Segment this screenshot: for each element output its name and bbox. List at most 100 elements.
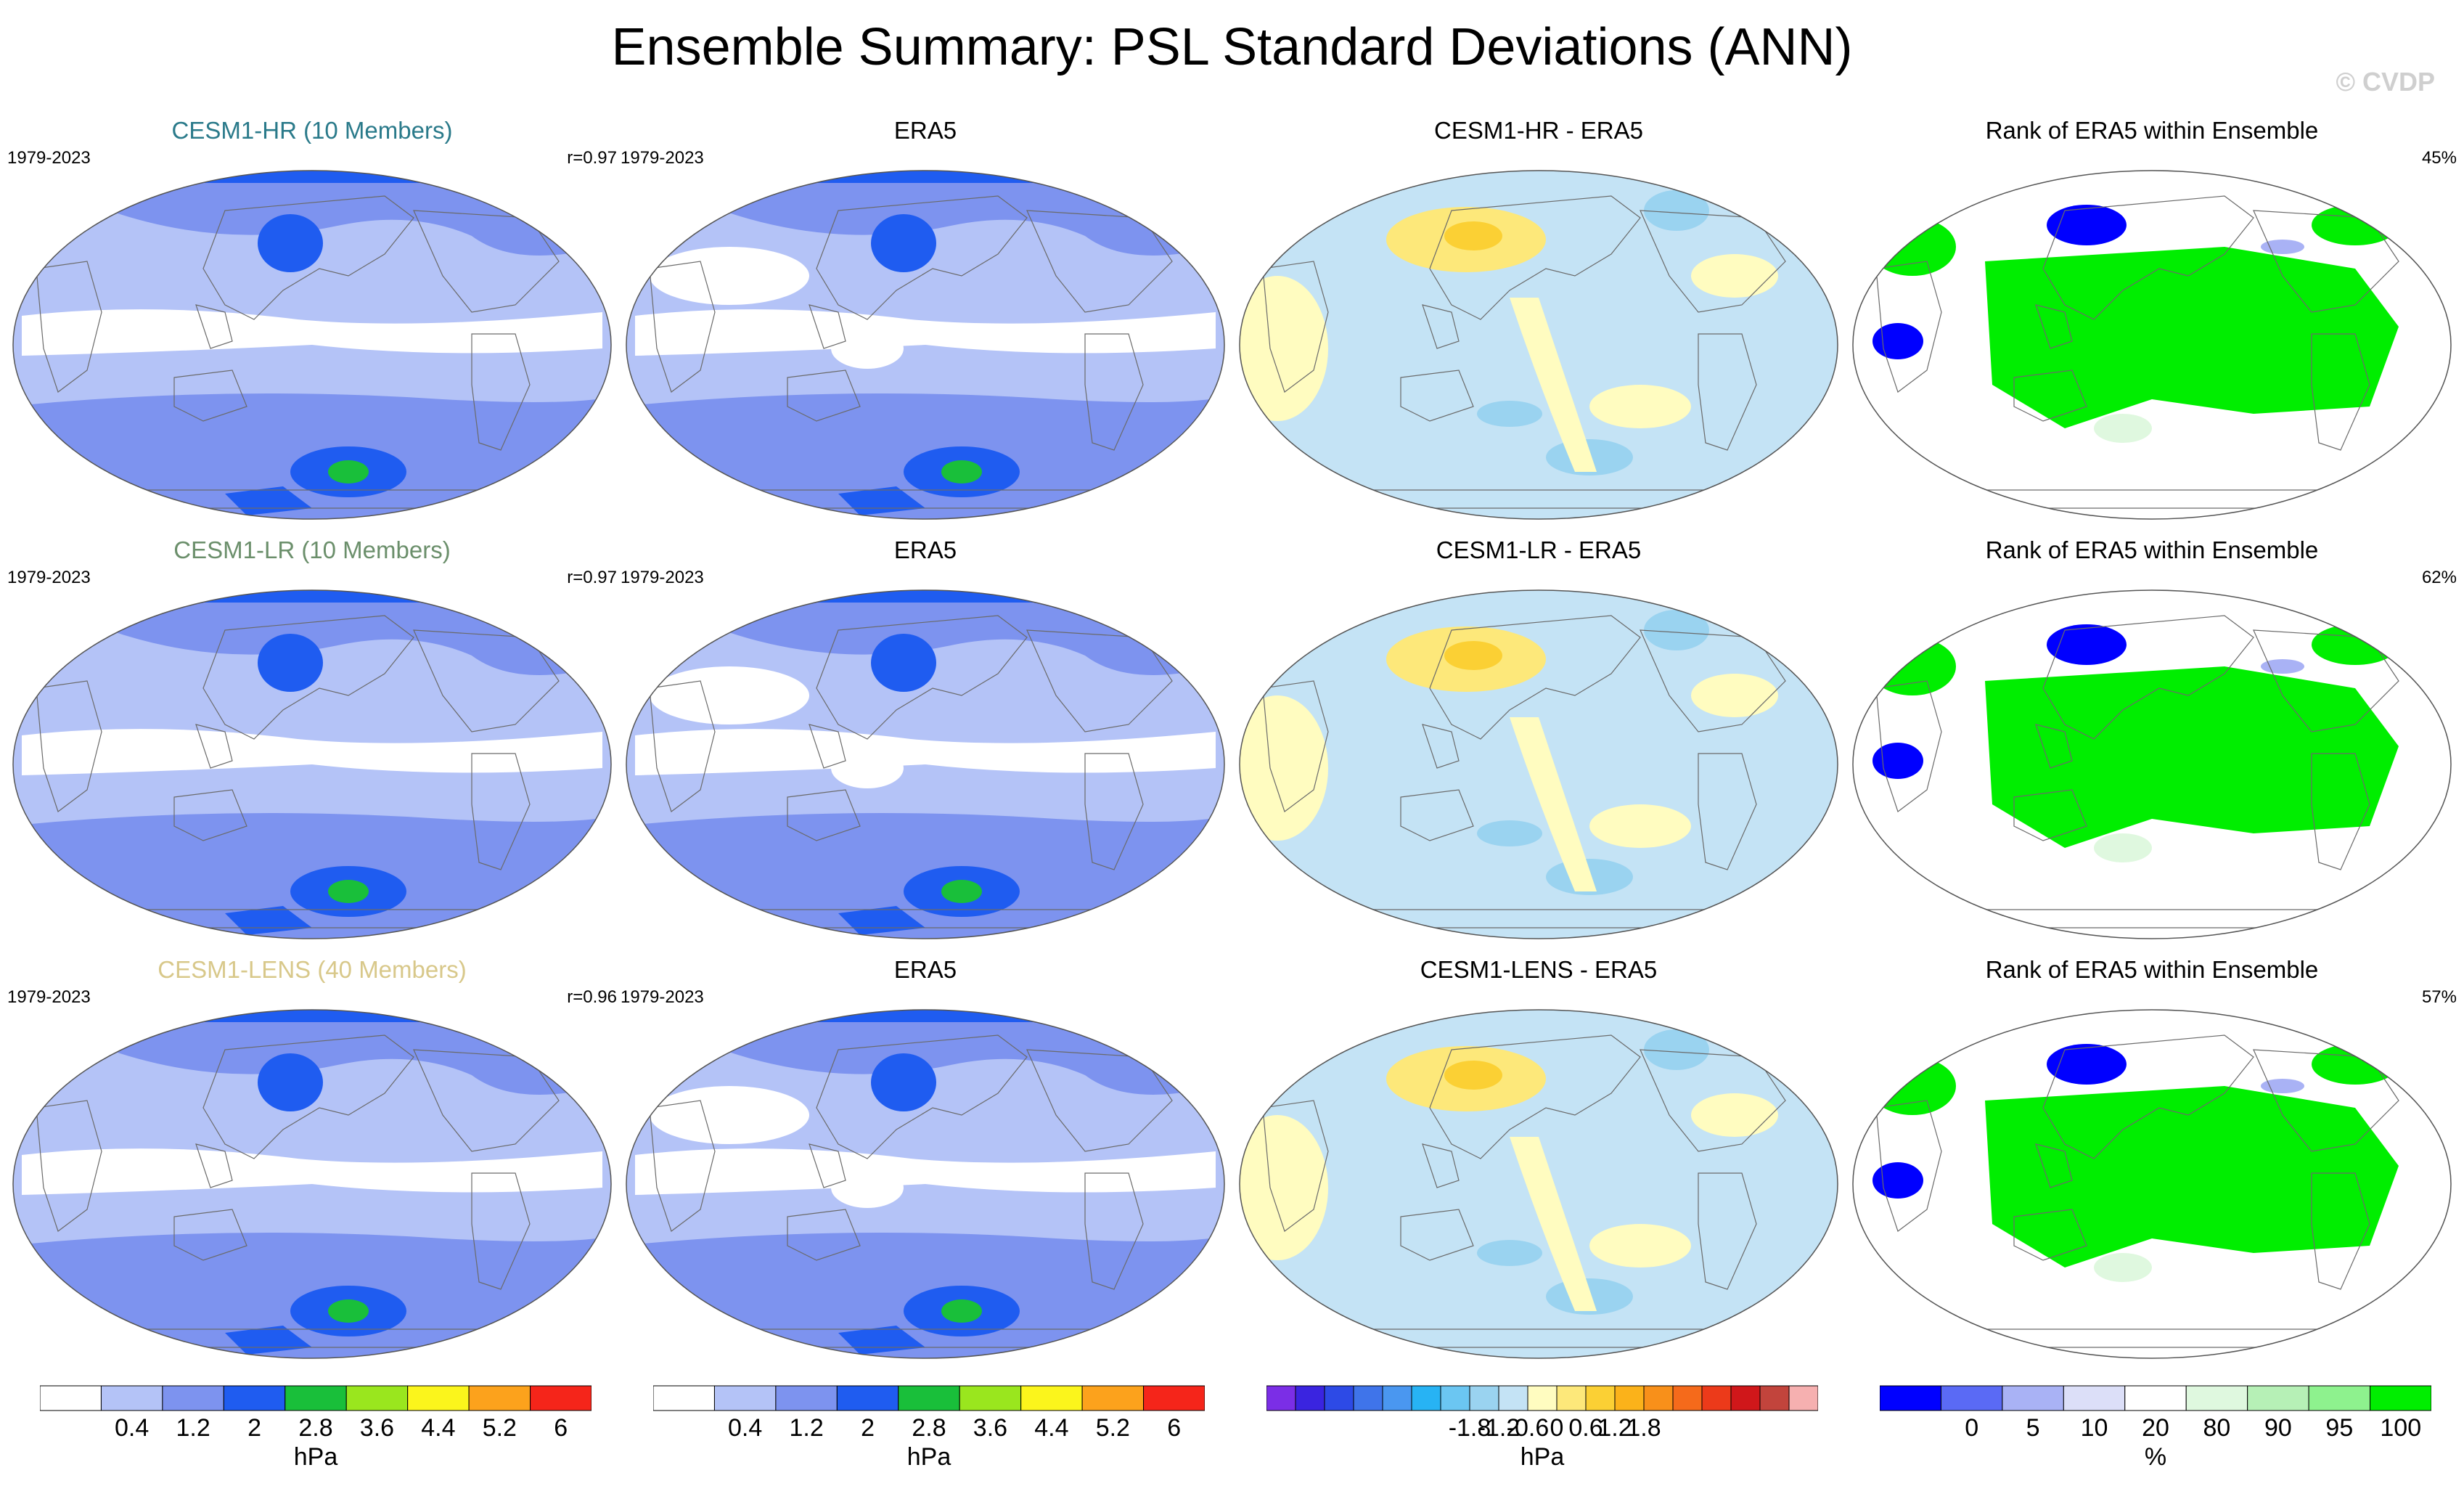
colorbar-swatch xyxy=(1143,1385,1205,1411)
panel-obs-stddev-2: ERA5 1979-2023 xyxy=(621,536,1230,942)
colorbar-tick-label: 1.2 xyxy=(1597,1414,1632,1442)
colorbar-tick-label: 6 xyxy=(1167,1414,1182,1442)
map-field-positive-tongue xyxy=(1510,1137,1597,1311)
colorbar-swatch xyxy=(1556,1385,1587,1411)
map-coastline xyxy=(471,333,531,451)
map-field-high-rank xyxy=(2312,1044,2399,1085)
colorbar-swatch xyxy=(100,1385,163,1411)
map-field-aleutian-low xyxy=(871,634,936,692)
rank-percent: 62% xyxy=(2421,568,2457,587)
colorbar-swatch xyxy=(407,1385,470,1411)
colorbar-tick-label: 1.2 xyxy=(789,1414,824,1442)
map-coastline xyxy=(36,680,102,812)
colorbar-swatches xyxy=(653,1385,1205,1411)
colorbar-tick-label: 2 xyxy=(247,1414,262,1442)
map-coastline xyxy=(809,1143,846,1188)
colorbar-obs-stddev: hPa 0.4 1.2 2 2.8 3.6 4.4 5.2 6 xyxy=(653,1385,1205,1494)
colorbar-tick-label: -1.2 xyxy=(1477,1414,1520,1442)
map-field-low-patch xyxy=(650,1086,809,1144)
map-coastline xyxy=(36,1100,102,1232)
map-coastline xyxy=(36,261,102,393)
colorbar-swatch xyxy=(40,1385,102,1411)
colorbar-tick-label: 0 xyxy=(1550,1414,1564,1442)
panel-difference-hr: CESM1-HR - ERA5 xyxy=(1234,116,1843,523)
map-field-low-band xyxy=(22,729,602,775)
colorbar-unit: hPa xyxy=(1520,1443,1565,1471)
map-coastline xyxy=(1875,680,1942,812)
cvdp-watermark: © CVDP xyxy=(2336,67,2435,97)
map-border xyxy=(626,170,1225,520)
map-ensemble-stddev xyxy=(12,1009,612,1359)
colorbar-tick-label: 0.4 xyxy=(115,1414,150,1442)
colorbar-swatch xyxy=(1527,1385,1558,1411)
map-coastline xyxy=(809,724,846,769)
map-field-negative-anomaly xyxy=(1477,1240,1542,1266)
map-coastline xyxy=(2311,1172,2370,1290)
colorbar-swatch xyxy=(1324,1385,1354,1411)
map-field-mid-rank xyxy=(2094,414,2152,443)
panel-difference-lens: CESM1-LENS - ERA5 xyxy=(1234,955,1843,1362)
colorbar-swatch xyxy=(2063,1385,2126,1411)
colorbar-swatch xyxy=(1730,1385,1761,1411)
map-border xyxy=(1239,589,1838,939)
colorbar-swatch xyxy=(2308,1385,2371,1411)
panel-title: ERA5 xyxy=(893,956,957,983)
colorbar-ensemble-stddev: hPa 0.4 1.2 2 2.8 3.6 4.4 5.2 6 xyxy=(40,1385,592,1494)
colorbar-tick-label: 4.4 xyxy=(1034,1414,1069,1442)
colorbar-tick-label: 100 xyxy=(2380,1414,2422,1442)
map-coastline xyxy=(2013,789,2087,841)
map-field-low-band xyxy=(635,309,1216,356)
colorbar-tick-label: 4.4 xyxy=(421,1414,456,1442)
map-ensemble-stddev xyxy=(12,170,612,520)
map-coastline xyxy=(1262,261,1329,393)
map-field-negative-anomaly xyxy=(1644,1029,1709,1070)
map-field-low-rank xyxy=(2047,205,2127,245)
colorbar-swatch xyxy=(1020,1385,1083,1411)
map-field-high-rank xyxy=(2312,624,2399,665)
colorbar-swatch xyxy=(1643,1385,1674,1411)
map-coastline xyxy=(173,789,247,841)
colorbar-tick-label: 2.8 xyxy=(912,1414,946,1442)
map-coastline xyxy=(1698,753,1757,870)
colorbar-rank: % 0 5 10 20 80 90 95 100 xyxy=(1880,1385,2431,1494)
map-field-southern-peak xyxy=(941,880,982,903)
map-coastline xyxy=(1422,724,1460,769)
map-obs-stddev xyxy=(626,1009,1225,1359)
map-coastline xyxy=(1429,615,1641,740)
colorbar-tick-label: 90 xyxy=(2264,1414,2292,1442)
colorbar-tick-label: 5.2 xyxy=(1095,1414,1130,1442)
colorbar-swatch xyxy=(898,1385,960,1411)
panel-title: ERA5 xyxy=(893,536,957,563)
colorbar-swatch xyxy=(530,1385,592,1411)
map-coastline xyxy=(649,261,716,393)
map-border xyxy=(12,1009,612,1359)
map-coastline xyxy=(787,1209,861,1261)
panel-title: CESM1-LR (10 Members) xyxy=(173,536,451,563)
map-coastline xyxy=(202,1034,414,1159)
period-label: 1979-2023 xyxy=(7,987,91,1007)
colorbar-tick-label: 0 xyxy=(1965,1414,1979,1442)
colorbar-swatch xyxy=(1411,1385,1441,1411)
map-coastline xyxy=(173,370,247,422)
map-field-arctic xyxy=(138,1010,486,1022)
colorbar-swatch xyxy=(1353,1385,1383,1411)
map-field-arctic xyxy=(138,590,486,603)
map-coastline xyxy=(649,1100,716,1232)
panel-obs-stddev-1: ERA5 1979-2023 xyxy=(621,116,1230,523)
panel-rank-lens: Rank of ERA5 within Ensemble 57% xyxy=(1847,955,2457,1362)
map-field-positive-anomaly xyxy=(1589,804,1691,848)
map-coastline xyxy=(1400,370,1474,422)
map-field-positive-anomaly xyxy=(1691,254,1778,298)
pattern-correlation: r=0.97 xyxy=(567,568,617,587)
map-coastline xyxy=(2035,724,2073,769)
panel-title: CESM1-LENS (40 Members) xyxy=(157,956,467,983)
colorbar-swatch xyxy=(2185,1385,2248,1411)
map-border xyxy=(1852,589,2452,939)
colorbar-tick-label: 0.6 xyxy=(1568,1414,1603,1442)
panel-title: Rank of ERA5 within Ensemble xyxy=(1985,117,2319,144)
map-ensemble-stddev xyxy=(12,589,612,939)
map-coastline xyxy=(2311,753,2370,870)
map-coastline xyxy=(1875,1100,1942,1232)
colorbar-tick-label: 5.2 xyxy=(482,1414,517,1442)
map-coastline xyxy=(1084,753,1144,870)
